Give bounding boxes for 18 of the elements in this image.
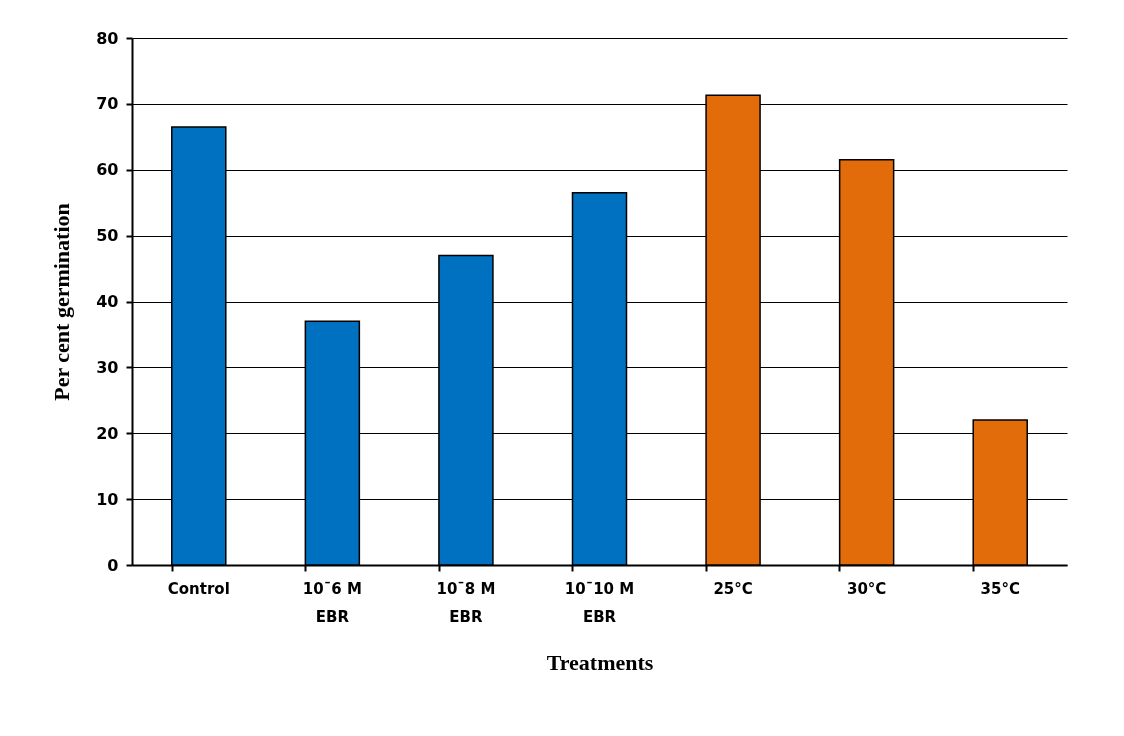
x-axis-title: Treatments [546, 649, 654, 675]
y-tick-label: 0 [107, 555, 119, 575]
y-tick-label: 10 [96, 489, 119, 509]
x-tick-label: 35°C [980, 579, 1020, 598]
x-tick-label: 10¯8 M EBR [436, 579, 496, 626]
y-tick-label: 60 [96, 160, 119, 180]
y-tick-label: 50 [96, 226, 119, 246]
x-tick-label: 30°C [846, 579, 887, 598]
y-tick-label: 30 [96, 357, 119, 377]
x-tick-label: 10¯10 M EBR [564, 579, 635, 626]
x-tick-label: Control [167, 579, 230, 598]
y-axis-title: Per cent germination [49, 203, 75, 401]
x-tick-label: 10¯6 M EBR [302, 579, 362, 626]
y-tick-label: 20 [96, 423, 119, 443]
y-tick-label: 70 [96, 94, 119, 114]
y-tick-label: 80 [96, 28, 119, 48]
x-tick-label: 25°C [713, 579, 753, 598]
y-tick-label: 40 [96, 292, 119, 311]
